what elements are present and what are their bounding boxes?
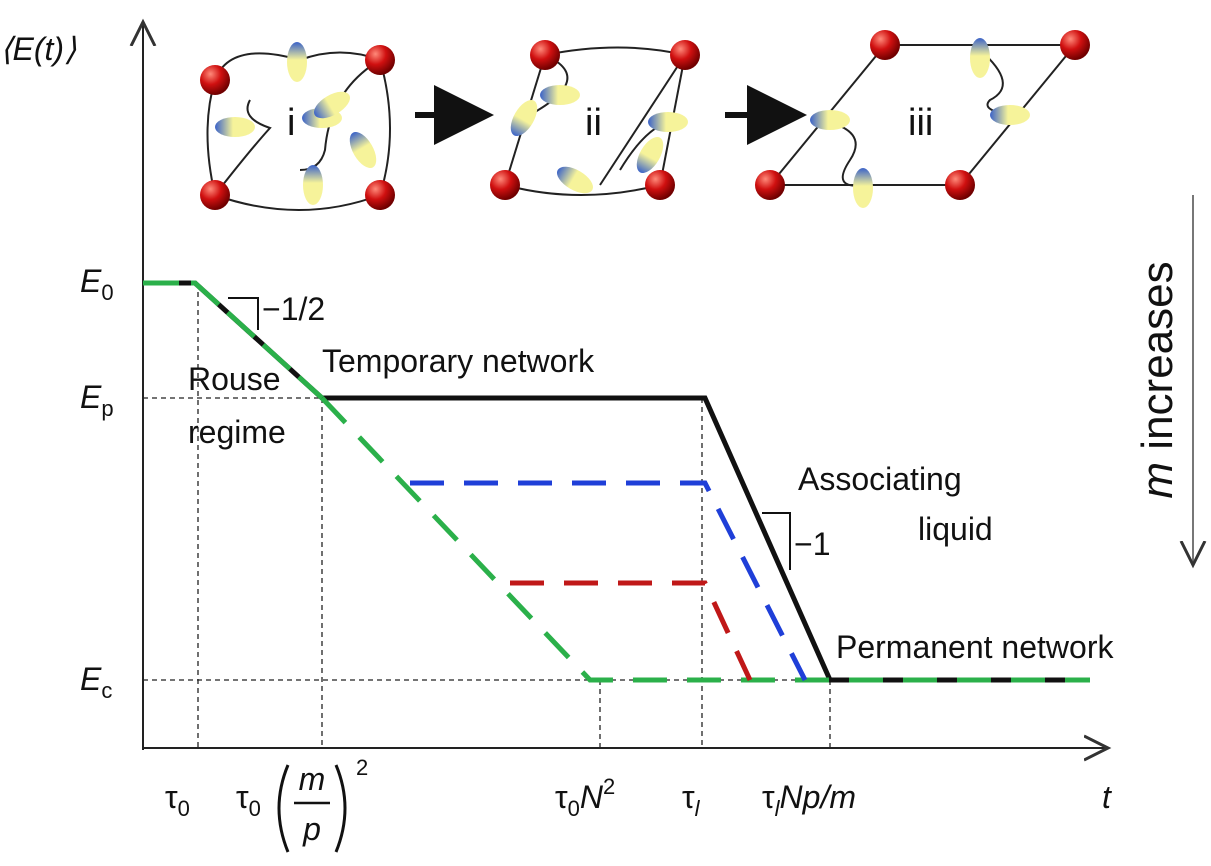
polymer-strand xyxy=(215,100,270,195)
subscript: 0 xyxy=(101,280,113,305)
crosslink-node xyxy=(1060,30,1090,60)
tail: N xyxy=(580,779,604,815)
x-mark-label: τ0 xyxy=(165,779,190,821)
subscript: c xyxy=(101,678,112,703)
region-label: Associating xyxy=(798,461,962,497)
region-label: Permanent network xyxy=(836,629,1114,665)
x-axis-label: t xyxy=(1102,779,1112,815)
x-mark-label: τ0 xyxy=(236,779,261,821)
sticker xyxy=(853,168,873,208)
sticker xyxy=(553,161,598,198)
region-label: Temporary network xyxy=(322,343,595,379)
symbol: τ xyxy=(682,779,695,815)
y-axis-label: ⟨E(t)⟩ xyxy=(0,31,77,67)
symbol: E xyxy=(80,263,102,299)
subscript: l xyxy=(695,796,701,821)
region-label: liquid xyxy=(918,511,993,547)
subscript: 0 xyxy=(568,796,580,821)
crosslink-node xyxy=(530,40,560,70)
y-level-label: Ep xyxy=(80,379,114,421)
y-level-label: E0 xyxy=(80,263,114,305)
fraction-numerator: m xyxy=(299,761,326,797)
symbol: E xyxy=(80,661,102,697)
diagram: ⟨E(t)⟩ t −1/2 −1 E0 Ep Ec τ0 τ0 m p 2 τ0… xyxy=(0,0,1211,866)
superscript: 2 xyxy=(603,774,615,799)
sticker xyxy=(344,128,381,173)
stage-label: i xyxy=(287,102,295,144)
crosslink-node xyxy=(755,170,785,200)
stage-label: iii xyxy=(908,102,933,144)
polymer-strand xyxy=(380,60,390,195)
sticker xyxy=(648,112,688,132)
symbol: τ xyxy=(762,779,775,815)
trend-label: m increases xyxy=(1133,261,1182,498)
sticker xyxy=(303,165,323,205)
sticker xyxy=(215,117,255,137)
polymer-strand xyxy=(208,80,216,195)
tail: Np/m xyxy=(780,779,856,815)
sticker xyxy=(505,96,542,141)
curve-red xyxy=(510,583,750,680)
crosslink-node xyxy=(945,170,975,200)
crosslink-node xyxy=(365,180,395,210)
x-mark-label: τl xyxy=(682,779,701,821)
polymer-strand xyxy=(215,195,380,210)
curve-blue xyxy=(410,483,805,680)
region-label: Rouse xyxy=(188,361,281,397)
sticker xyxy=(970,38,990,78)
x-mark-label: τlNp/m xyxy=(762,779,856,821)
crosslink-node xyxy=(670,40,700,70)
crosslink-node xyxy=(200,180,230,210)
sticker xyxy=(540,85,580,105)
slope-label: −1 xyxy=(794,526,830,562)
symbol: E xyxy=(80,379,102,415)
subscript: 0 xyxy=(249,796,261,821)
crosslink-node xyxy=(645,170,675,200)
region-label: regime xyxy=(188,414,286,450)
crosslink-node xyxy=(365,45,395,75)
subscript: 0 xyxy=(178,796,190,821)
x-mark-label: τ0N2 xyxy=(555,774,615,821)
polymer-strand xyxy=(545,48,685,56)
trend-text: increases xyxy=(1133,261,1182,449)
network-illustrations xyxy=(200,30,1090,210)
crosslink-node xyxy=(200,65,230,95)
sticker xyxy=(990,105,1030,125)
fraction-denominator: p xyxy=(302,811,321,847)
crosslink-node xyxy=(870,30,900,60)
symbol: τ xyxy=(165,779,178,815)
trend-variable: m xyxy=(1133,462,1182,499)
sticker xyxy=(287,42,307,82)
symbol: τ xyxy=(555,779,568,815)
subscript: p xyxy=(101,396,113,421)
y-level-label: Ec xyxy=(80,661,112,703)
bracket xyxy=(336,765,345,852)
sticker xyxy=(810,110,850,130)
slope-label: −1/2 xyxy=(262,291,325,327)
crosslink-node xyxy=(490,170,520,200)
bracket xyxy=(279,765,288,852)
superscript: 2 xyxy=(356,755,368,780)
symbol: τ xyxy=(236,779,249,815)
stage-label: ii xyxy=(585,102,602,144)
